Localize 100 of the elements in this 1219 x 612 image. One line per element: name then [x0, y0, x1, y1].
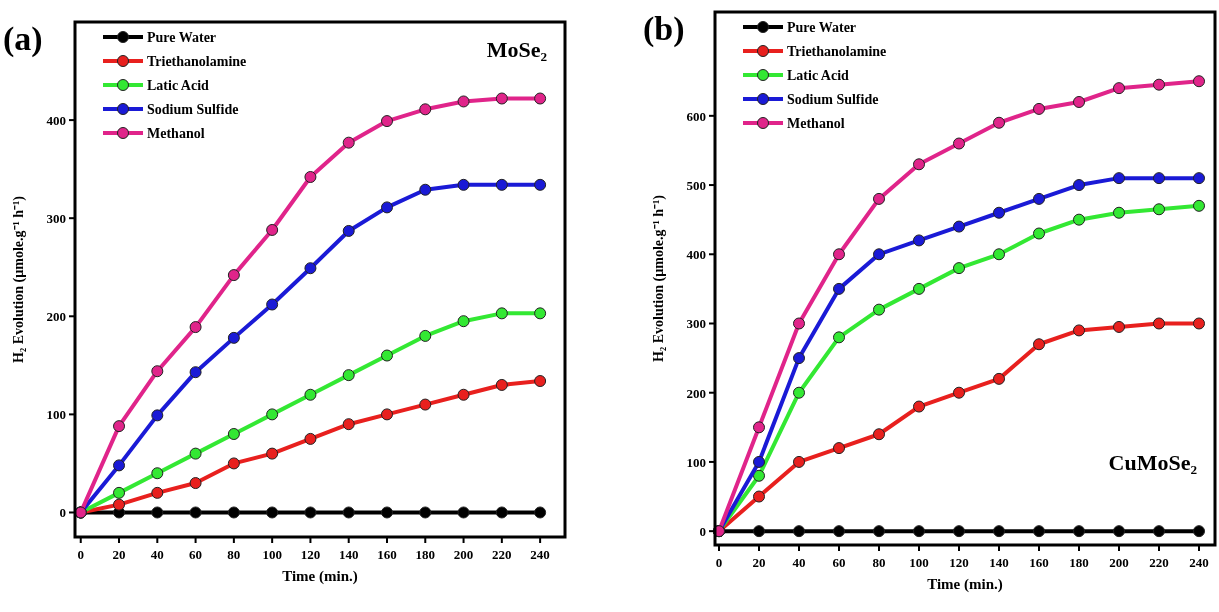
point — [419, 398, 432, 411]
x-tick-label: 60 — [832, 555, 846, 570]
x-tick-label: 220 — [492, 547, 512, 562]
point — [1113, 172, 1125, 185]
point — [266, 447, 279, 460]
point — [304, 506, 317, 519]
point — [873, 428, 885, 441]
point — [1193, 75, 1205, 88]
point — [1193, 172, 1205, 185]
point — [1113, 525, 1125, 538]
point — [380, 408, 393, 421]
point — [993, 372, 1005, 385]
point — [457, 95, 470, 108]
point — [534, 178, 547, 191]
y-tick-label: 100 — [686, 454, 706, 470]
point — [833, 525, 845, 538]
point — [457, 178, 470, 191]
point — [753, 421, 765, 434]
point — [1153, 203, 1165, 216]
point — [266, 506, 279, 519]
point — [1153, 525, 1165, 538]
point — [953, 386, 965, 399]
point — [1113, 82, 1125, 95]
point — [113, 459, 126, 472]
point — [1073, 179, 1085, 192]
point — [1193, 199, 1205, 212]
point — [380, 115, 393, 128]
x-tick-label: 0 — [715, 555, 723, 570]
point — [793, 386, 805, 399]
legend-label: Sodium Sulfide — [787, 92, 879, 107]
point — [1033, 227, 1045, 240]
x-tick-label: 120 — [949, 555, 969, 570]
annotation: CuMoSe₂ — [1108, 450, 1198, 475]
point — [1033, 192, 1045, 205]
y-tick-label: 200 — [46, 309, 66, 325]
x-tick-label: 80 — [872, 555, 886, 570]
point — [534, 506, 547, 519]
point — [227, 506, 240, 519]
chart-title: (b) — [643, 10, 685, 48]
point — [151, 486, 164, 499]
point — [495, 178, 508, 191]
point — [1153, 317, 1165, 330]
legend-label: Methanol — [147, 126, 205, 141]
point — [151, 365, 164, 378]
x-tick-label: 100 — [262, 547, 282, 562]
point — [534, 375, 547, 388]
point — [534, 307, 547, 320]
point — [1033, 102, 1045, 115]
point — [342, 418, 355, 431]
legend-label: Latic Acid — [787, 68, 850, 83]
point — [495, 506, 508, 519]
point — [113, 486, 126, 499]
x-tick-label: 180 — [415, 547, 436, 562]
point — [873, 303, 885, 316]
point — [1033, 338, 1045, 351]
legend-label: Pure Water — [787, 20, 857, 35]
point — [793, 352, 805, 365]
point — [1033, 525, 1045, 538]
y-tick-label: 200 — [686, 385, 706, 401]
point — [953, 525, 965, 538]
x-tick-label: 160 — [1029, 555, 1049, 570]
point — [419, 506, 432, 519]
point — [113, 420, 126, 433]
y-tick-label: 300 — [46, 211, 66, 227]
point — [419, 183, 432, 196]
point — [1153, 78, 1165, 91]
point — [1073, 95, 1085, 108]
point — [304, 388, 317, 401]
point — [457, 388, 470, 401]
x-tick-label: 100 — [909, 555, 929, 570]
point — [833, 331, 845, 344]
point — [534, 92, 547, 105]
x-axis-title: Time (min.) — [927, 576, 1003, 593]
point — [304, 262, 317, 275]
point — [227, 457, 240, 470]
point — [993, 248, 1005, 261]
point — [793, 317, 805, 330]
x-tick-label: 0 — [77, 547, 84, 562]
point — [993, 525, 1005, 538]
point — [495, 307, 508, 320]
point — [380, 201, 393, 214]
annotation: MoSe₂ — [486, 37, 548, 62]
point — [227, 269, 240, 282]
x-tick-label: 40 — [150, 547, 164, 562]
point — [913, 158, 925, 171]
point — [342, 369, 355, 382]
point — [993, 116, 1005, 129]
point — [151, 467, 164, 480]
x-tick-label: 200 — [453, 547, 474, 562]
point — [753, 469, 765, 482]
point — [1073, 525, 1085, 538]
point — [304, 432, 317, 445]
point — [753, 455, 765, 468]
point — [953, 220, 965, 233]
point — [457, 506, 470, 519]
point — [266, 298, 279, 311]
point — [266, 223, 279, 236]
point — [873, 192, 885, 205]
point — [833, 248, 845, 261]
point — [380, 506, 393, 519]
